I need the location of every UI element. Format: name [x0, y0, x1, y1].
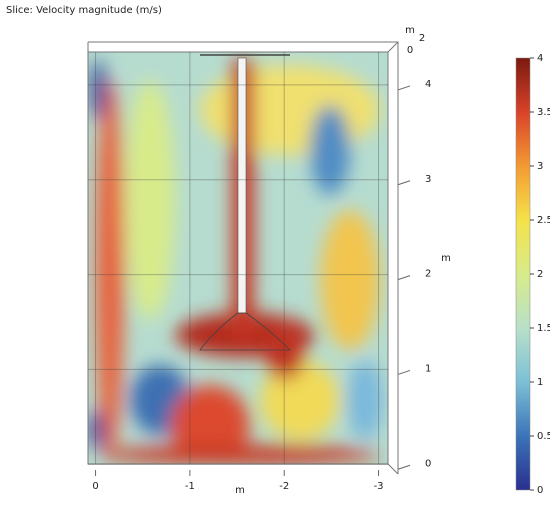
y-tick	[398, 276, 410, 280]
y-tick	[398, 181, 410, 185]
x-tick-label: -1	[185, 481, 195, 492]
colorbar-tick-label: 2	[537, 269, 543, 280]
colorbar	[516, 58, 530, 490]
x-tick-label: -2	[279, 481, 289, 492]
colorbar-tick-label: 1.5	[537, 323, 550, 334]
colorbar-tick-label: 3	[537, 161, 543, 172]
y-tick-label: 0	[425, 458, 431, 469]
y-tick-label: 4	[425, 79, 431, 90]
chart-title: Slice: Velocity magnitude (m/s)	[6, 5, 162, 16]
y-tick	[398, 370, 410, 374]
y-tick-label: 3	[425, 174, 431, 185]
y-tick-label: 1	[425, 363, 431, 374]
colorbar-tick-label: 1	[537, 377, 543, 388]
y-axis-label: m	[441, 253, 451, 264]
x-tick-label: -3	[374, 481, 384, 492]
colorbar-tick-label: 3.5	[537, 107, 550, 118]
z-axis-label: m	[405, 25, 415, 36]
colorbar-tick-label: 2.5	[537, 215, 550, 226]
y-tick	[398, 86, 410, 90]
chart: Slice: Velocity magnitude (m/s) m m m 0 -…	[0, 0, 550, 523]
x-tick-label: 0	[92, 481, 98, 492]
z-tick-label: 0	[407, 45, 413, 56]
colorbar-tick-label: 0.5	[537, 431, 550, 442]
y-tick-label: 2	[425, 269, 431, 280]
y-tick	[398, 465, 410, 469]
z-tick-label: 2	[419, 33, 425, 44]
colorbar-tick-label: 0	[537, 485, 543, 496]
x-axis-label: m	[235, 485, 245, 496]
colorbar-tick-label: 4	[537, 53, 543, 64]
velocity-slice	[88, 52, 388, 465]
